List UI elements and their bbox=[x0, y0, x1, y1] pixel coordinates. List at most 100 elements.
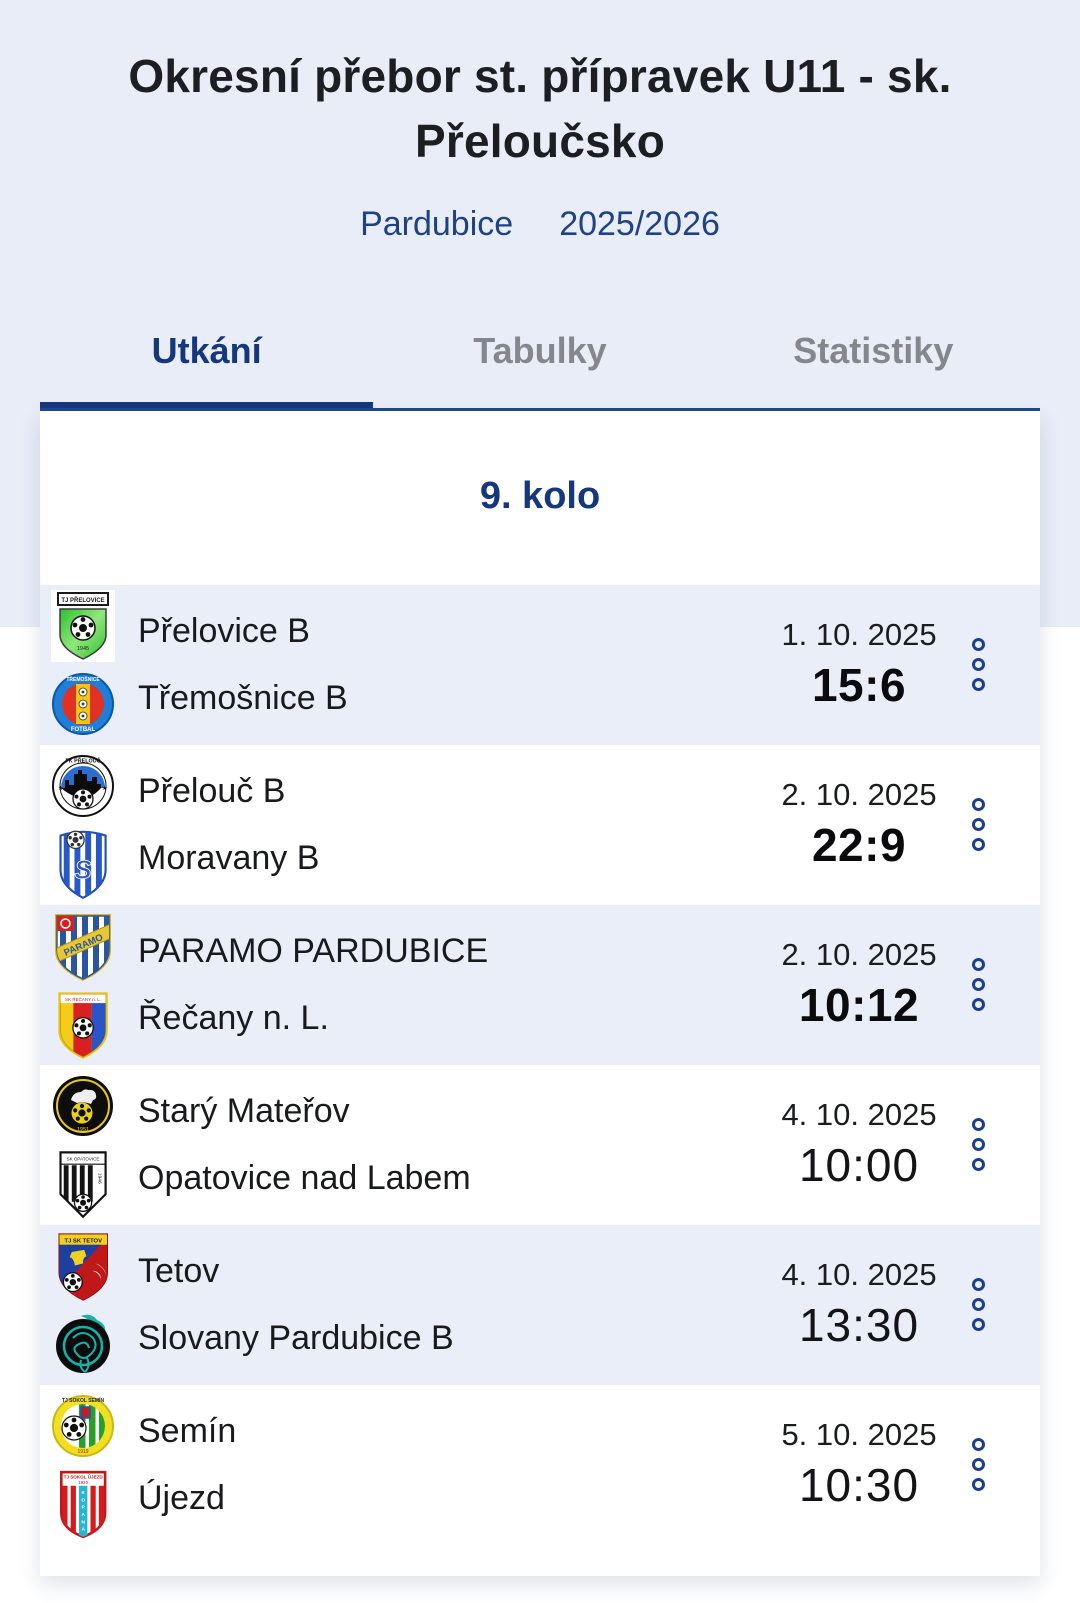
match-menu-button[interactable] bbox=[952, 958, 1004, 1012]
home-team-name: Přelouč B bbox=[138, 771, 286, 810]
kebab-dots-icon bbox=[971, 658, 985, 672]
kebab-dots-icon bbox=[971, 838, 985, 852]
svg-text:Á: Á bbox=[81, 1526, 85, 1533]
home-team-logo: TJ SK TETOV bbox=[51, 1229, 115, 1302]
team-logos: 1951 SK OPATOVICE 1946 bbox=[50, 1069, 116, 1220]
match-menu-button[interactable] bbox=[952, 638, 1004, 692]
match-score: 10:30 bbox=[798, 1459, 920, 1512]
match-row[interactable]: 1951 SK OPATOVICE 1946 Starý Mateřov Opa… bbox=[40, 1065, 1040, 1225]
kebab-dots-icon bbox=[971, 798, 985, 812]
team-logos: FK PŘELOUČ ★ ★ S bbox=[50, 749, 116, 900]
kebab-dots-icon bbox=[971, 998, 985, 1012]
match-result: 5. 10. 2025 10:30 bbox=[781, 1417, 936, 1512]
away-team-name: Řečany n. L. bbox=[138, 998, 329, 1037]
team-names: Přelovice B Třemošnice B bbox=[138, 612, 794, 718]
svg-text:1951: 1951 bbox=[77, 1127, 89, 1133]
svg-text:TŘEMOŠNICE: TŘEMOŠNICE bbox=[66, 675, 100, 683]
match-row[interactable]: FK PŘELOUČ ★ ★ S Přelouč B Moravany B 2. … bbox=[40, 745, 1040, 905]
kebab-dots-icon bbox=[971, 1478, 985, 1492]
tab-utkani[interactable]: Utkání bbox=[151, 329, 262, 371]
active-tab-underline bbox=[40, 401, 374, 411]
kebab-dots-icon bbox=[971, 678, 985, 692]
team-names: Starý Mateřov Opatovice nad Labem bbox=[138, 1092, 794, 1198]
svg-text:1946: 1946 bbox=[97, 1173, 103, 1184]
match-row[interactable]: TJ PŘELOVICE 1945 TŘEMOŠNICE FOTBAL Přel… bbox=[40, 584, 1040, 745]
away-team-name: Třemošnice B bbox=[138, 678, 348, 717]
match-date: 2. 10. 2025 bbox=[781, 937, 937, 973]
match-row[interactable]: TJ SOKOL SEMÍN 1919 TJ SOKOL ÚJEZD 1920 … bbox=[40, 1385, 1040, 1545]
svg-text:TJ SOKOL SEMÍN: TJ SOKOL SEMÍN bbox=[62, 1396, 105, 1404]
match-date: 5. 10. 2025 bbox=[781, 1417, 937, 1453]
svg-text:1945: 1945 bbox=[77, 646, 89, 652]
svg-text:K: K bbox=[81, 1490, 85, 1496]
kebab-dots-icon bbox=[971, 1438, 985, 1452]
match-row[interactable]: PARAMO SK ŘEČANY n. L. PARAMO PARDUBICE … bbox=[40, 904, 1040, 1065]
kebab-dots-icon bbox=[971, 1138, 985, 1152]
team-names: Přelouč B Moravany B bbox=[138, 772, 794, 878]
team-logos: PARAMO SK ŘEČANY n. L. bbox=[50, 909, 116, 1060]
svg-text:1920: 1920 bbox=[78, 1480, 88, 1485]
region-link[interactable]: Pardubice bbox=[360, 204, 514, 243]
match-menu-button[interactable] bbox=[952, 798, 1004, 852]
team-names: Semín Újezd bbox=[138, 1412, 794, 1518]
kebab-dots-icon bbox=[971, 1298, 985, 1312]
svg-text:S: S bbox=[74, 857, 91, 885]
kebab-dots-icon bbox=[971, 818, 985, 832]
kebab-dots-icon bbox=[971, 1318, 985, 1332]
match-result: 4. 10. 2025 13:30 bbox=[781, 1257, 936, 1352]
season-link[interactable]: 2025/2026 bbox=[559, 204, 720, 243]
tab-tabulky[interactable]: Tabulky bbox=[473, 329, 607, 371]
tab-indicator bbox=[40, 401, 1040, 411]
away-team-name: Moravany B bbox=[138, 838, 320, 877]
svg-text:P: P bbox=[81, 1505, 85, 1511]
svg-text:SK ŘEČANY n. L.: SK ŘEČANY n. L. bbox=[65, 995, 101, 1002]
match-menu-button[interactable] bbox=[952, 1278, 1004, 1332]
svg-text:TJ SOKOL ÚJEZD: TJ SOKOL ÚJEZD bbox=[63, 1474, 103, 1480]
svg-text:A: A bbox=[81, 1512, 85, 1518]
match-menu-button[interactable] bbox=[952, 1118, 1004, 1172]
match-menu-button[interactable] bbox=[952, 1438, 1004, 1492]
match-result: 4. 10. 2025 10:00 bbox=[781, 1097, 936, 1192]
home-team-logo: FK PŘELOUČ ★ ★ bbox=[51, 749, 115, 822]
away-team-logo bbox=[51, 1307, 115, 1380]
svg-text:TJ SK TETOV: TJ SK TETOV bbox=[64, 1239, 102, 1245]
svg-text:O: O bbox=[81, 1498, 85, 1504]
match-date: 4. 10. 2025 bbox=[781, 1097, 937, 1133]
team-names: PARAMO PARDUBICE Řečany n. L. bbox=[138, 932, 794, 1038]
match-result: 2. 10. 2025 22:9 bbox=[781, 777, 936, 872]
match-list: TJ PŘELOVICE 1945 TŘEMOŠNICE FOTBAL Přel… bbox=[40, 584, 1040, 1545]
tabs-divider-line bbox=[40, 407, 1040, 411]
team-logos: TJ PŘELOVICE 1945 TŘEMOŠNICE FOTBAL bbox=[50, 589, 116, 740]
away-team-name: Újezd bbox=[138, 1478, 225, 1517]
team-logos: TJ SOKOL SEMÍN 1919 TJ SOKOL ÚJEZD 1920 … bbox=[50, 1389, 116, 1540]
kebab-dots-icon bbox=[971, 1158, 985, 1172]
home-team-logo: 1951 bbox=[51, 1069, 115, 1142]
team-names: Tetov Slovany Pardubice B bbox=[138, 1252, 794, 1358]
match-score: 10:00 bbox=[798, 1139, 920, 1192]
away-team-logo: S bbox=[51, 827, 115, 900]
match-score: 10:12 bbox=[798, 979, 920, 1032]
team-logos: TJ SK TETOV bbox=[50, 1229, 116, 1380]
kebab-dots-icon bbox=[971, 958, 985, 972]
match-result: 2. 10. 2025 10:12 bbox=[781, 937, 936, 1032]
tab-bar: Utkání Tabulky Statistiky bbox=[40, 330, 1040, 411]
svg-text:TJ PŘELOVICE: TJ PŘELOVICE bbox=[61, 596, 104, 604]
home-team-logo: TJ PŘELOVICE 1945 bbox=[51, 589, 115, 662]
svg-text:1919: 1919 bbox=[77, 1449, 88, 1455]
home-team-name: Přelovice B bbox=[138, 611, 310, 650]
match-score: 15:6 bbox=[811, 659, 907, 712]
match-row[interactable]: TJ SK TETOV Tetov Slovany Pardubice B 4.… bbox=[40, 1224, 1040, 1385]
match-score: 22:9 bbox=[811, 819, 907, 872]
competition-meta: Pardubice 2025/2026 bbox=[0, 205, 1080, 244]
match-score: 13:30 bbox=[798, 1299, 920, 1352]
svg-text:★: ★ bbox=[102, 785, 107, 792]
tab-statistiky[interactable]: Statistiky bbox=[793, 329, 954, 371]
home-team-name: Starý Mateřov bbox=[138, 1091, 350, 1130]
svg-text:FK PŘELOUČ: FK PŘELOUČ bbox=[65, 756, 100, 764]
home-team-name: PARAMO PARDUBICE bbox=[138, 931, 489, 970]
away-team-logo: TŘEMOŠNICE FOTBAL bbox=[51, 667, 115, 740]
kebab-dots-icon bbox=[971, 1118, 985, 1132]
kebab-dots-icon bbox=[971, 1278, 985, 1292]
home-team-name: Tetov bbox=[138, 1251, 220, 1290]
